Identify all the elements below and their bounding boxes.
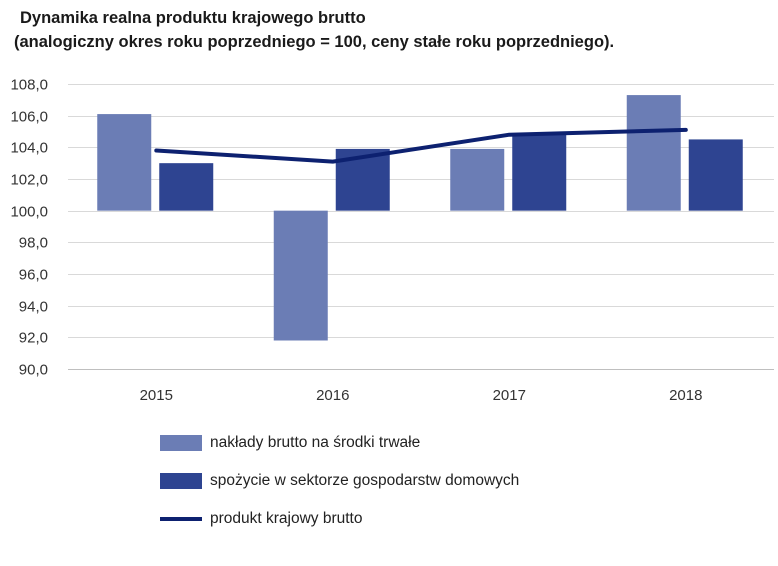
legend-label-consumption: spożycie w sektorze gospodarstw domowych: [210, 472, 520, 489]
x-tick-label: 2017: [493, 387, 526, 404]
y-tick-label: 90,0: [19, 362, 48, 379]
bar-consumption-2017: [512, 133, 567, 211]
x-tick-label: 2018: [669, 387, 702, 404]
chart-subtitle: (analogiczny okres roku poprzedniego = 1…: [14, 33, 615, 51]
legend-swatch-consumption: [160, 473, 202, 489]
legend-item-investment: nakłady brutto na środki trwałe: [160, 424, 519, 462]
y-tick-label: 106,0: [10, 109, 48, 126]
legend-label-gdp: produkt krajowy brutto: [210, 510, 363, 527]
legend-swatch-gdp: [160, 517, 202, 521]
bar-investment-2018: [626, 95, 681, 211]
y-tick-label: 104,0: [10, 140, 48, 157]
legend-item-consumption: spożycie w sektorze gospodarstw domowych: [160, 462, 519, 500]
legend-item-gdp: produkt krajowy brutto: [160, 500, 519, 538]
y-tick-label: 100,0: [10, 204, 48, 221]
chart-title-block: Dynamika realna produktu krajowego brutt…: [14, 6, 614, 54]
y-tick-label: 108,0: [10, 77, 48, 94]
line-gdp: [154, 127, 688, 164]
chart-title: Dynamika realna produktu krajowego brutt…: [20, 9, 366, 27]
bar-investment-2015: [97, 114, 152, 211]
y-tick-label: 102,0: [10, 172, 48, 189]
y-tick-label: 98,0: [19, 235, 48, 252]
x-tick-label: 2015: [140, 387, 173, 404]
bar-line-chart: 108,0 106,0 104,0 102,0 100,0 98,0 96,0 94,0 92,…: [10, 77, 774, 404]
bar-investment-2016: [273, 210, 328, 341]
bar-investment-2017: [450, 148, 505, 211]
x-tick-label: 2016: [316, 387, 349, 404]
legend: nakłady brutto na środki trwałe spożycie…: [160, 424, 519, 538]
y-tick-label: 94,0: [19, 299, 48, 316]
legend-label-investment: nakłady brutto na środki trwałe: [210, 434, 421, 451]
y-tick-label: 92,0: [19, 330, 48, 347]
y-tick-label: 96,0: [19, 267, 48, 284]
bar-consumption-2018: [688, 139, 743, 211]
bar-consumption-2015: [159, 163, 214, 211]
legend-swatch-investment: [160, 435, 202, 451]
